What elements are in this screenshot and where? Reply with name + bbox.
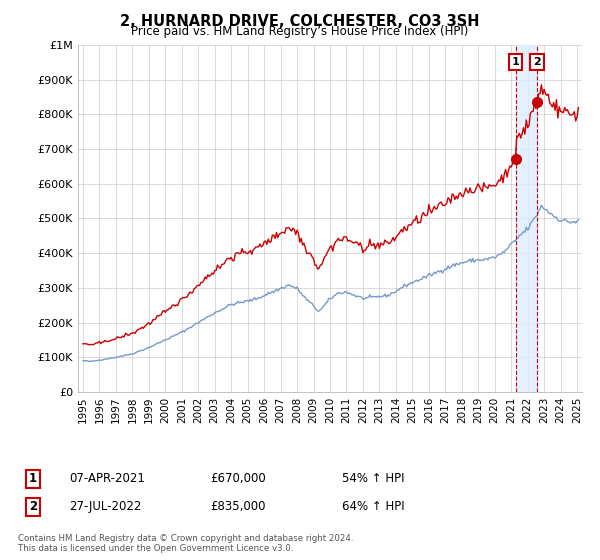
Text: 54% ↑ HPI: 54% ↑ HPI — [342, 472, 404, 486]
Text: 1: 1 — [512, 57, 520, 67]
Text: Contains HM Land Registry data © Crown copyright and database right 2024.
This d: Contains HM Land Registry data © Crown c… — [18, 534, 353, 553]
Text: 2, HURNARD DRIVE, COLCHESTER, CO3 3SH: 2, HURNARD DRIVE, COLCHESTER, CO3 3SH — [120, 14, 480, 29]
Text: 07-APR-2021: 07-APR-2021 — [69, 472, 145, 486]
Bar — [515, 45, 537, 392]
Text: 64% ↑ HPI: 64% ↑ HPI — [342, 500, 404, 514]
Text: 2: 2 — [29, 500, 37, 514]
Text: £835,000: £835,000 — [210, 500, 265, 514]
Text: Price paid vs. HM Land Registry’s House Price Index (HPI): Price paid vs. HM Land Registry’s House … — [131, 25, 469, 38]
Text: £670,000: £670,000 — [210, 472, 266, 486]
Text: 27-JUL-2022: 27-JUL-2022 — [69, 500, 142, 514]
Text: 1: 1 — [29, 472, 37, 486]
Text: 2: 2 — [533, 57, 541, 67]
